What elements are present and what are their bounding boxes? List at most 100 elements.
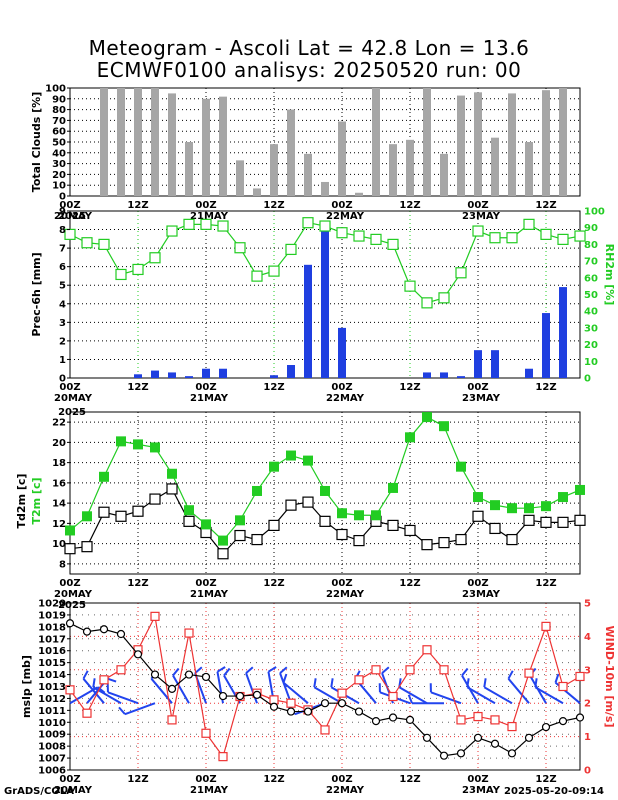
x-tick-label: 00Z [195,774,216,785]
t2m-marker [65,525,75,536]
cloud-bar [491,137,499,196]
wind-barb [429,683,462,705]
cloud-bar [202,98,210,196]
t2m-marker [116,436,126,447]
x-date-label: 23MAY [462,393,501,404]
y2-tick-label: 80 [584,240,598,251]
t2m-marker [422,412,432,423]
rh-marker [285,243,297,256]
x-tick-label: 00Z [467,578,488,589]
cloud-bar [525,142,533,196]
rh-marker [268,265,280,277]
y2-axis-label-wind: WIND-10m [m/s] [603,625,616,727]
td2m-marker [489,522,501,535]
t2m-marker [286,450,296,461]
cloud-bar [389,144,397,196]
wind-marker [422,645,432,655]
y2-tick-label: 5 [584,599,591,610]
rh-marker [387,238,399,250]
wind-barb [407,694,444,705]
y-tick-label: 14 [52,499,66,510]
wind-barb-flag [554,673,560,683]
x-date-label: 20MAY [54,785,93,796]
wind-barb [92,678,122,705]
y-tick-label: 18 [52,458,66,469]
y2-tick-label: 1 [584,732,591,743]
precip-bar [321,222,329,378]
td2m-marker [302,496,314,508]
mslp-marker [473,733,483,742]
y2-tick-label: 70 [584,257,598,268]
wind-barb-flag [330,678,334,688]
wind-barb-flag [92,678,96,688]
y-tick-label: 1015 [38,658,66,669]
x-date-label: 23MAY [462,211,501,222]
panel-year-label: 2025 [58,407,86,418]
mslp-marker [286,707,296,716]
x-date-label: 21MAY [190,785,229,796]
precip-bar [423,372,431,378]
cloud-bar [253,188,261,196]
plot-frame [69,602,581,771]
mslp-marker [490,739,500,748]
y-tick-label: 8 [59,559,66,570]
precip-bar [202,368,210,378]
mslp-marker [150,670,160,679]
mslp-marker [558,716,568,726]
rh-marker [421,297,433,309]
wind-barb [398,678,428,705]
td2m-marker [81,541,93,553]
rh-marker [540,228,552,240]
t2m-marker [235,515,245,526]
t2m-marker [252,485,262,496]
wind-marker [405,665,415,675]
t2m-marker [473,492,483,503]
td2m-marker [404,524,416,537]
x-tick-label: 00Z [195,200,216,211]
cloud-bar [440,153,448,196]
t2m-marker [269,461,279,472]
t2m-marker [558,492,568,503]
x-tick-label: 00Z [467,200,488,211]
wind-barb [279,666,292,704]
y-tick-label: 1019 [38,610,66,621]
precip-bar [168,372,176,378]
cloud-bar [406,139,414,196]
wind-barb-flag [534,678,538,688]
y-tick-label: 1018 [38,622,66,633]
wind-barb [313,678,343,705]
mslp-marker [541,722,551,732]
x-tick-label: 00Z [331,200,352,211]
y-tick-label: 3 [59,318,66,329]
cloud-bar [185,142,193,196]
y2-tick-label: 2 [584,699,591,710]
wind-marker [269,695,279,705]
y-tick-label: 1011 [38,706,66,717]
x-tick-label: 12Z [127,578,148,589]
chart-title-line2: ECMWF0100 analisys: 20250520 run: 00 [96,58,522,82]
cloud-bar [287,109,295,196]
mslp-marker [575,713,585,722]
rh-marker [557,233,569,245]
rh-marker [302,217,314,229]
y2-tick-label: 50 [584,290,598,301]
wind-barb-flag [483,678,487,688]
x-tick-label: 12Z [535,774,556,785]
cloud-bar [117,88,125,196]
t2m-marker [575,484,585,495]
y-tick-label: 1014 [38,670,66,681]
y-tick-label: 1 [59,355,66,366]
y-tick-label: 7 [59,244,66,255]
td2m-marker [285,499,297,511]
rh-marker [489,232,501,244]
y2-axis-label-rh: RH2m [%] [603,244,616,306]
wind-barb-staff [124,702,156,716]
wind-marker [456,715,466,725]
cloud-bar [338,121,346,196]
x-tick-label: 12Z [127,382,148,393]
wind-marker [184,628,194,638]
y-tick-label: 1017 [38,634,66,645]
mslp-marker [269,702,279,711]
y2-tick-label: 60 [584,273,598,284]
wind-barb-staff [107,691,139,705]
